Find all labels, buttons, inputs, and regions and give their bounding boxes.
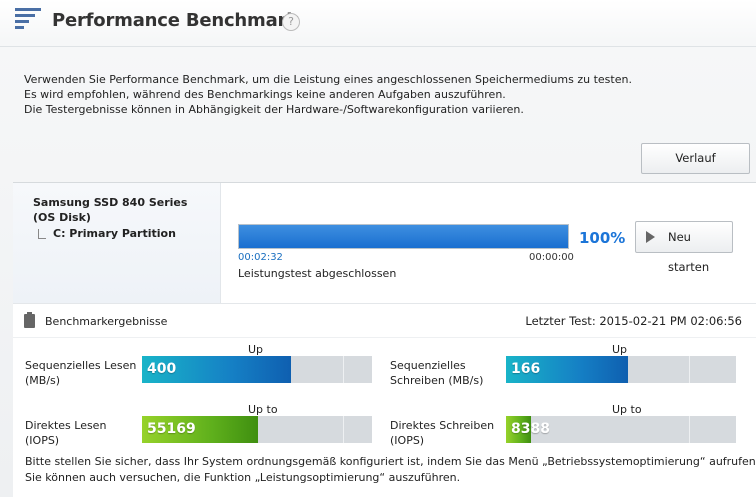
note-line: Sie können auch versuchen, die Funktion …: [25, 471, 461, 484]
remaining-time: 00:00:00: [529, 252, 574, 263]
progress-fill: [239, 225, 568, 248]
help-icon[interactable]: ?: [282, 13, 300, 31]
metric-label: Direktes Lesen (IOPS): [25, 419, 107, 447]
metric-bar: 400: [142, 356, 372, 383]
description-line: Die Testergebnisse können in Abhängigkei…: [24, 103, 524, 116]
metric-fill: [506, 356, 628, 383]
metric-label: Sequenzielles Lesen (MB/s): [25, 359, 137, 387]
play-icon: [646, 231, 655, 243]
divider: [13, 337, 756, 338]
header: Performance Benchmark ?: [0, 0, 756, 46]
metric-bar: 166: [506, 356, 736, 383]
metric-value: 8388: [511, 421, 550, 437]
elapsed-time: 00:02:32: [238, 252, 283, 263]
metric-fill: [142, 416, 258, 443]
partition-name: C: Primary Partition: [53, 227, 176, 240]
restart-button-label: Neu starten: [668, 230, 710, 274]
metric-bar-tick: [343, 416, 344, 443]
divider: [13, 303, 756, 304]
metric-value: 400: [147, 361, 177, 377]
clipboard-icon: [24, 312, 35, 328]
progress-percent: 100%: [579, 229, 626, 247]
header-divider: [0, 46, 756, 47]
metric-label: Sequenzielles Schreiben (MB/s): [390, 359, 484, 387]
metric-bar-tick: [689, 416, 690, 443]
description-line: Es wird empfohlen, während des Benchmark…: [24, 88, 506, 101]
progress-bar: [238, 224, 569, 249]
description-line: Verwenden Sie Performance Benchmark, um …: [24, 73, 632, 86]
metric-label: Direktes Schreiben (IOPS): [390, 419, 495, 447]
note-line: Bitte stellen Sie sicher, dass Ihr Syste…: [25, 455, 756, 468]
benchmark-panel: Samsung SSD 840 Series (OS Disk) C: Prim…: [13, 182, 756, 497]
results-title: Benchmarkergebnisse: [45, 315, 168, 328]
disk-info[interactable]: Samsung SSD 840 Series (OS Disk) C: Prim…: [13, 183, 221, 303]
restart-button[interactable]: Neu starten: [635, 221, 733, 274]
metric-value: 166: [511, 361, 541, 377]
test-status: Leistungstest abgeschlossen: [238, 267, 397, 280]
page-title: Performance Benchmark: [52, 10, 298, 31]
benchmark-logo-icon: [15, 6, 41, 34]
configuration-note: Bitte stellen Sie sicher, dass Ihr Syste…: [25, 454, 756, 486]
metric-fill: [506, 416, 531, 443]
metric-bar: 55169: [142, 416, 372, 443]
metric-bar-tick: [689, 356, 690, 383]
disk-name: Samsung SSD 840 Series (OS Disk): [33, 196, 188, 224]
metric-bar: 8388: [506, 416, 736, 443]
last-test-timestamp: Letzter Test: 2015-02-21 PM 02:06:56: [525, 314, 742, 328]
history-button[interactable]: Verlauf: [641, 143, 750, 174]
metric-value: 55169: [147, 421, 196, 437]
metric-fill: [142, 356, 291, 383]
tree-branch-icon: [38, 229, 46, 239]
description: Verwenden Sie Performance Benchmark, um …: [24, 72, 632, 117]
metric-bar-tick: [343, 356, 344, 383]
